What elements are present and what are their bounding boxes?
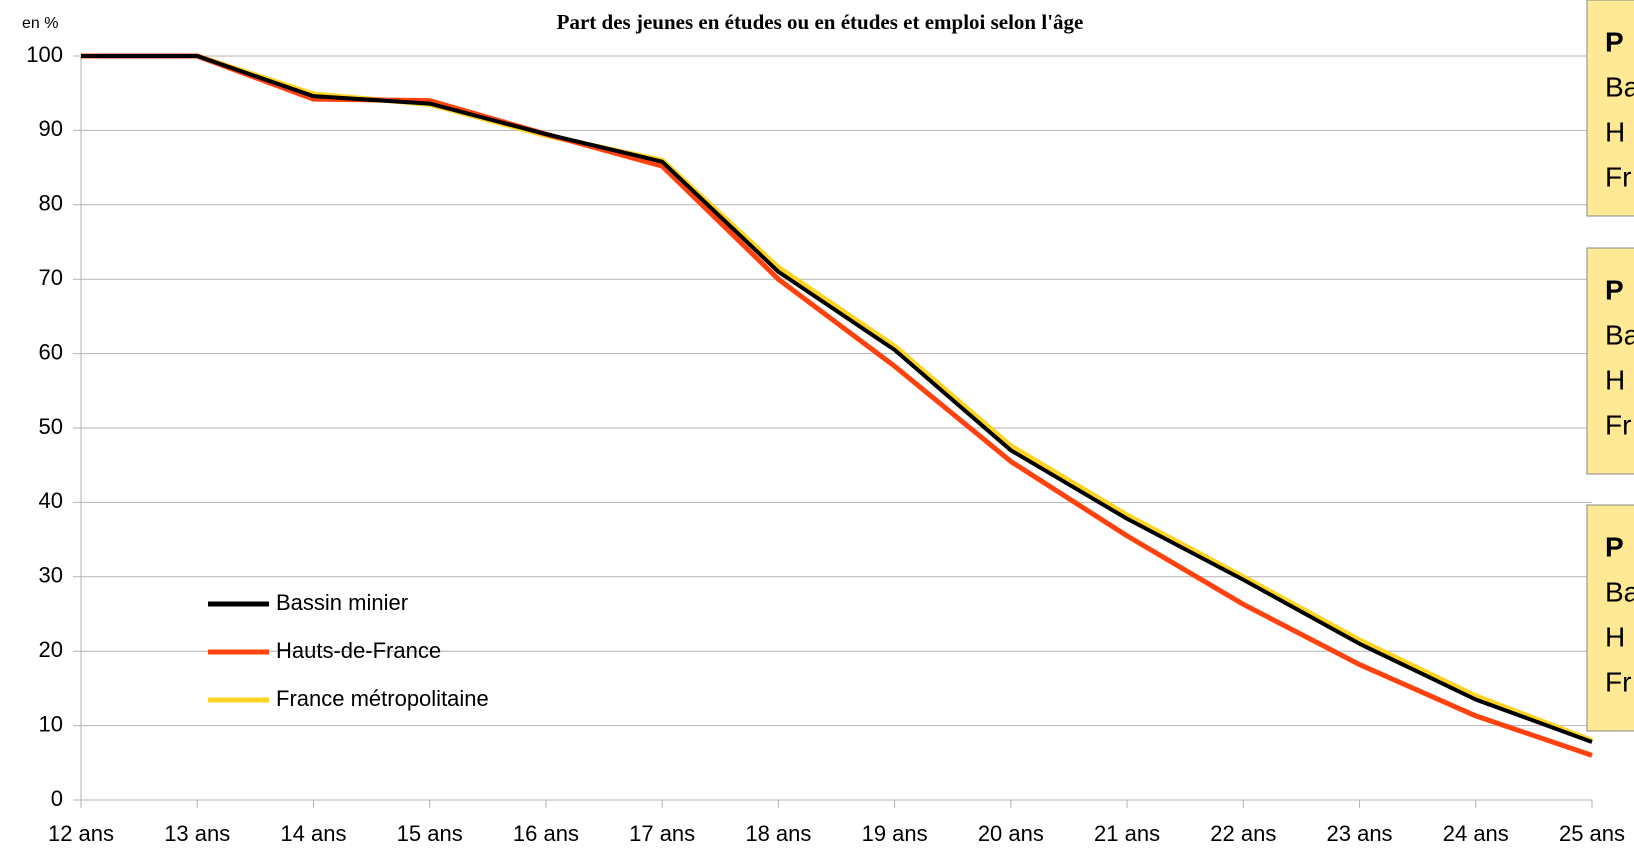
annotation-text: P — [1605, 274, 1624, 305]
y-tick-label: 40 — [39, 488, 63, 513]
annotation-text: Ba — [1605, 71, 1634, 102]
annotation-text: H — [1605, 364, 1625, 395]
annotation-text: P — [1605, 26, 1624, 57]
annotation-box — [1586, 0, 1634, 217]
annotation-text: H — [1605, 621, 1625, 652]
x-tick-label: 19 ans — [862, 821, 928, 846]
x-tick-label: 22 ans — [1210, 821, 1276, 846]
annotation-box — [1586, 247, 1634, 475]
y-axis-label: en % — [22, 15, 58, 32]
legend-label: Bassin minier — [276, 590, 408, 615]
y-tick-label: 20 — [39, 637, 63, 662]
x-tick-label: 14 ans — [280, 821, 346, 846]
chart-title: Part des jeunes en études ou en études e… — [557, 10, 1084, 34]
x-tick-label: 17 ans — [629, 821, 695, 846]
annotation-text: Fr — [1605, 409, 1631, 440]
series-line — [81, 54, 1593, 744]
x-tick-label: 23 ans — [1327, 821, 1393, 846]
x-tick-label: 12 ans — [48, 821, 114, 846]
y-tick-label: 80 — [39, 191, 63, 216]
y-tick-label: 60 — [39, 339, 63, 364]
annotation-text: P — [1605, 531, 1624, 562]
legend-label: Hauts-de-France — [276, 638, 441, 663]
y-tick-label: 30 — [39, 563, 63, 588]
annotation-text: Ba — [1605, 576, 1634, 607]
legend-label: France métropolitaine — [276, 686, 489, 711]
y-tick-label: 0 — [51, 786, 63, 811]
y-tick-label: 50 — [39, 414, 63, 439]
x-tick-label: 25 ans — [1559, 821, 1625, 846]
y-tick-label: 90 — [39, 116, 63, 141]
annotation-text: H — [1605, 116, 1625, 147]
annotation-text: Fr — [1605, 666, 1631, 697]
x-tick-label: 13 ans — [164, 821, 230, 846]
x-tick-label: 24 ans — [1443, 821, 1509, 846]
x-tick-label: 15 ans — [397, 821, 463, 846]
y-tick-label: 70 — [39, 265, 63, 290]
x-tick-label: 16 ans — [513, 821, 579, 846]
x-tick-label: 21 ans — [1094, 821, 1160, 846]
y-tick-label: 10 — [39, 711, 63, 736]
annotation-box — [1586, 504, 1634, 732]
annotation-text: Ba — [1605, 319, 1634, 350]
annotation-text: Fr — [1605, 161, 1631, 192]
y-tick-label: 100 — [26, 42, 63, 67]
x-tick-label: 18 ans — [745, 821, 811, 846]
x-tick-label: 20 ans — [978, 821, 1044, 846]
